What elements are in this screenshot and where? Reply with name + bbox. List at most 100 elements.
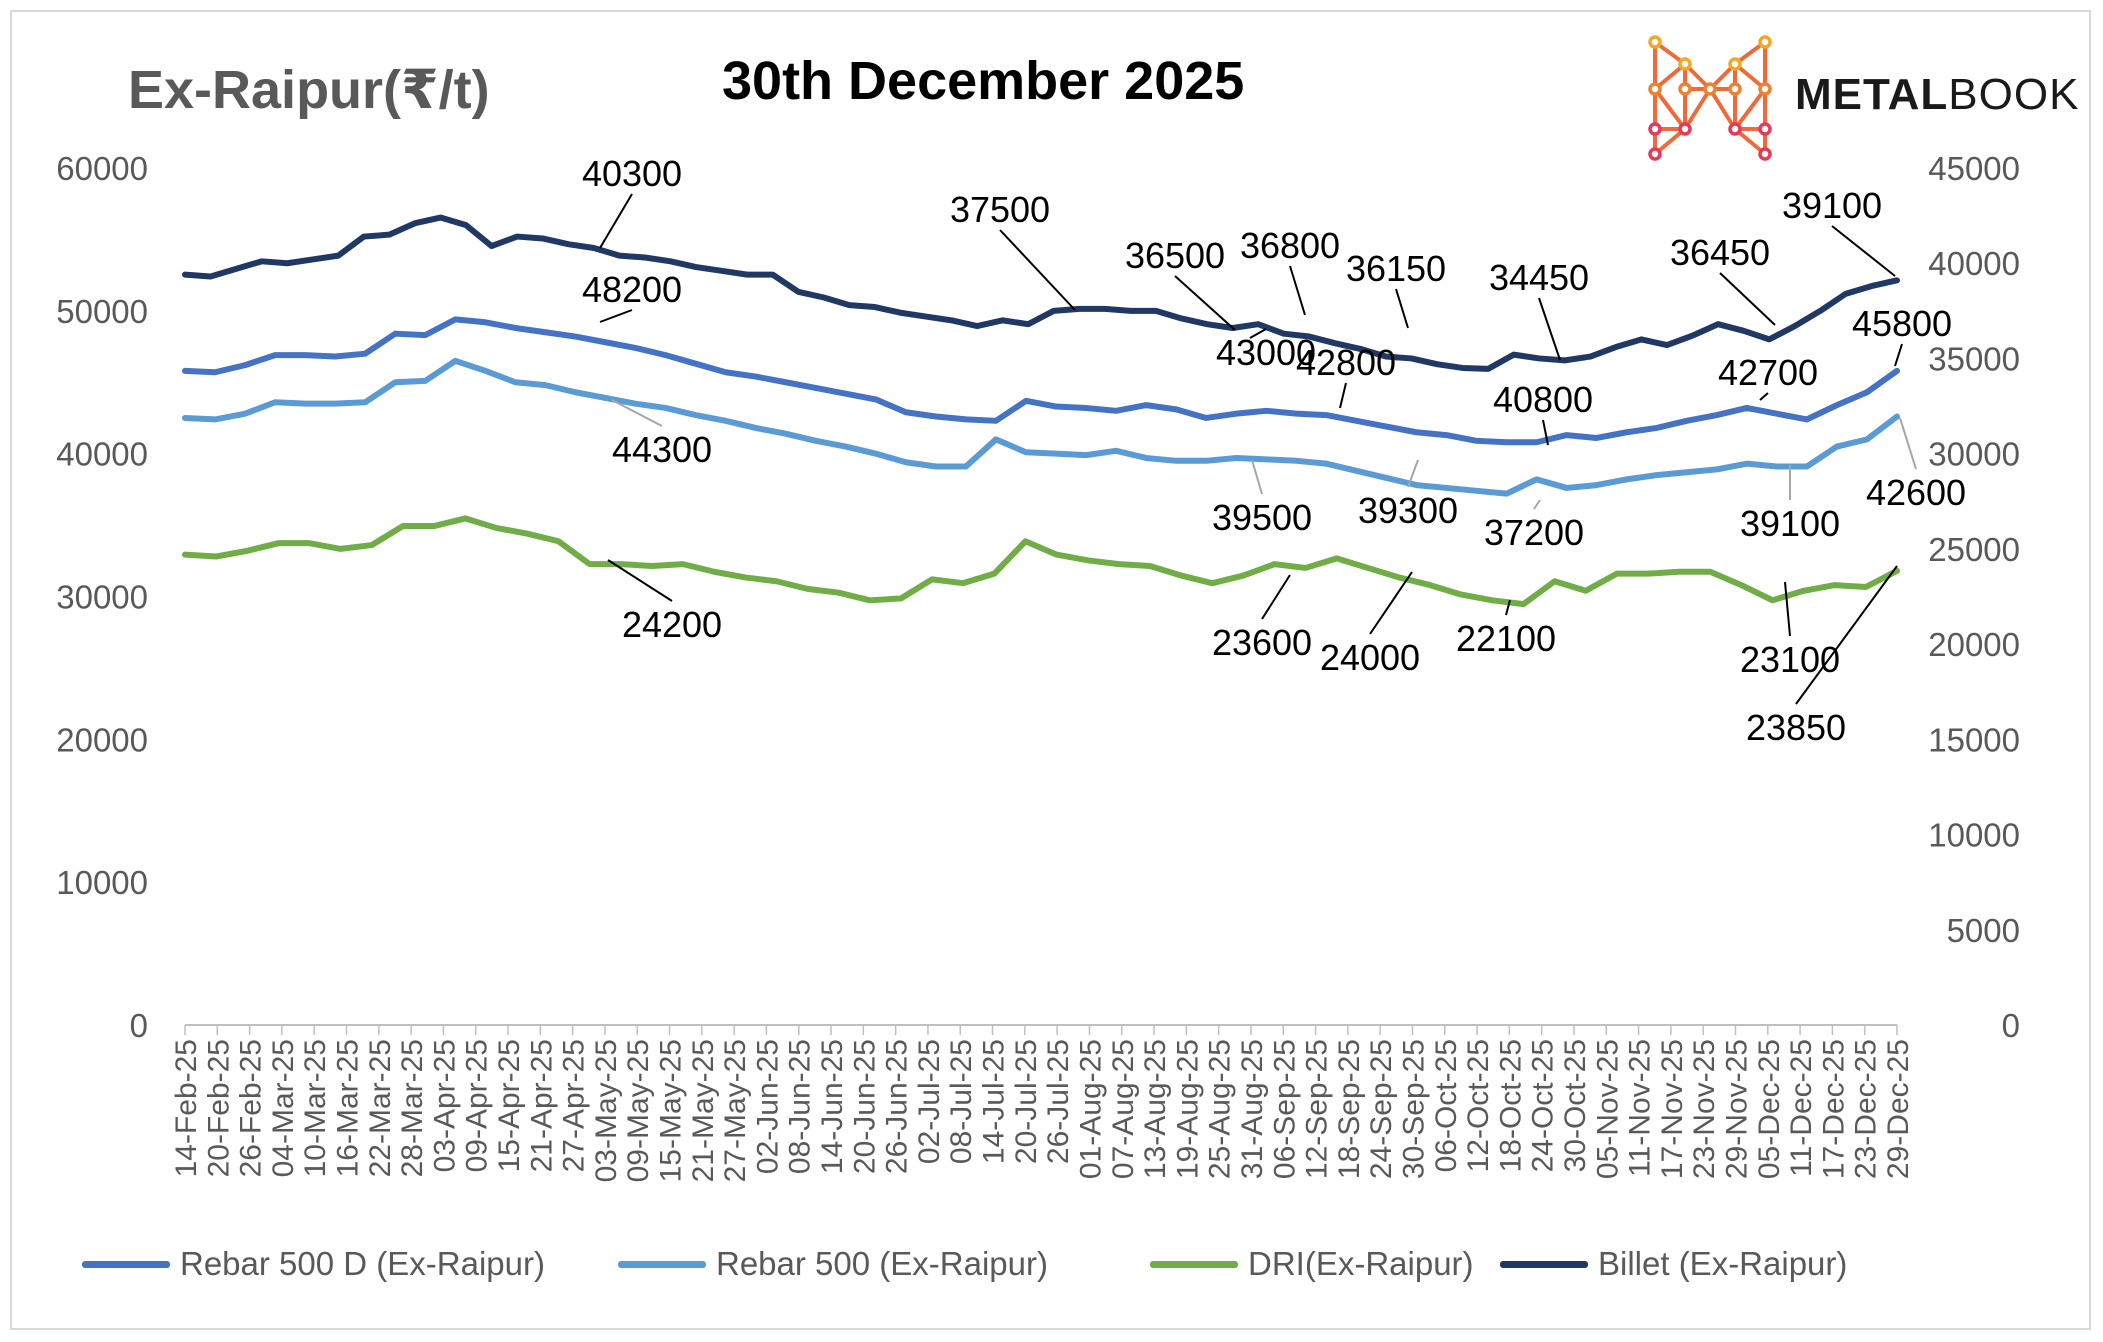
x-tick-label: 16-Mar-25	[332, 1039, 365, 1177]
y-right-tick-label: 35000	[1928, 340, 2020, 377]
x-tick-label: 17-Dec-25	[1817, 1039, 1850, 1179]
legend-label: Rebar 500 D (Ex-Raipur)	[180, 1245, 545, 1282]
y-right-tick-label: 25000	[1928, 531, 2020, 568]
annotation-label: 39100	[1782, 185, 1882, 226]
annotation-label: 36500	[1125, 235, 1225, 276]
y-axis-title: Ex-Raipur(₹/t)	[128, 60, 490, 120]
annotation-leader	[1899, 417, 1917, 470]
x-tick-label: 18-Oct-25	[1494, 1039, 1527, 1172]
annotation-leader	[1538, 297, 1561, 361]
x-tick-label: 29-Dec-25	[1882, 1039, 1915, 1179]
annotation-leader	[599, 309, 633, 323]
y-right-tick-label: 0	[2002, 1007, 2020, 1044]
x-tick-label: 08-Jun-25	[784, 1039, 817, 1174]
annotation-leader	[607, 559, 673, 602]
annotation-leader	[1831, 225, 1896, 277]
x-tick-label: 02-Jun-25	[751, 1039, 784, 1174]
annotation-label: 34450	[1489, 257, 1589, 298]
x-tick-label: 30-Oct-25	[1559, 1039, 1592, 1172]
x-tick-label: 09-May-25	[622, 1039, 655, 1182]
x-tick-label: 02-Jul-25	[913, 1039, 946, 1164]
y-right-tick-label: 40000	[1928, 245, 2020, 282]
x-tick-label: 28-Mar-25	[396, 1039, 429, 1177]
legend-swatch	[618, 1260, 706, 1268]
legend-label: Rebar 500 (Ex-Raipur)	[716, 1245, 1048, 1282]
annotation-label: 44300	[612, 429, 712, 470]
x-tick-label: 20-Jul-25	[1010, 1039, 1043, 1164]
logo-wordmark: METALBOOK	[1795, 70, 2080, 119]
series-line	[182, 515, 1900, 608]
x-tick-label: 21-Apr-25	[525, 1039, 558, 1172]
legend-item-billet: Billet (Ex-Raipur)	[1500, 1245, 1847, 1283]
annotation-label: 36150	[1346, 248, 1446, 289]
x-tick-label: 11-Nov-25	[1624, 1039, 1657, 1177]
series-line	[182, 316, 1900, 446]
y-left-tick-label: 30000	[56, 579, 148, 616]
annotation-leader	[1289, 265, 1306, 316]
legend-item-rebar-500d: Rebar 500 D (Ex-Raipur)	[82, 1245, 545, 1283]
x-tick-label: 04-Mar-25	[267, 1039, 300, 1177]
chart-legend: Rebar 500 D (Ex-Raipur) Rebar 500 (Ex-Ra…	[0, 1245, 2103, 1295]
annotation-label: 23600	[1212, 622, 1312, 663]
x-tick-label: 01-Aug-25	[1074, 1039, 1107, 1179]
annotation-label: 39300	[1358, 490, 1458, 531]
x-tick-label: 14-Feb-25	[170, 1039, 203, 1177]
x-tick-label: 05-Nov-25	[1591, 1039, 1624, 1179]
annotation-leader	[1249, 328, 1267, 339]
annotation-label: 45800	[1852, 303, 1952, 344]
x-tick-label: 23-Nov-25	[1688, 1039, 1721, 1179]
x-tick-label: 23-Dec-25	[1850, 1039, 1883, 1179]
annotation-label: 40300	[582, 153, 682, 194]
x-tick-label: 15-Apr-25	[493, 1039, 526, 1172]
annotation-label: 37500	[950, 189, 1050, 230]
annotation-leader	[1261, 574, 1291, 620]
y-right-tick-label: 5000	[1947, 912, 2020, 949]
x-tick-label: 26-Jun-25	[881, 1039, 914, 1174]
annotation-label: 37200	[1484, 512, 1584, 553]
annotation-leader	[1894, 343, 1903, 367]
x-tick-label: 25-Aug-25	[1204, 1039, 1237, 1179]
legend-swatch	[1150, 1260, 1238, 1268]
chart-frame	[10, 10, 2091, 1330]
annotation-label: 39100	[1740, 503, 1840, 544]
annotation-leader	[1759, 392, 1769, 401]
x-tick-label: 03-Apr-25	[428, 1039, 461, 1172]
annotation-leader	[1339, 382, 1347, 409]
annotation-label: 36800	[1240, 225, 1340, 266]
annotation-label: 36450	[1670, 232, 1770, 273]
annotation-leader	[1407, 459, 1419, 488]
y-left-tick-label: 20000	[56, 721, 148, 758]
annotation-leader	[1174, 275, 1236, 331]
x-tick-label: 24-Sep-25	[1365, 1039, 1398, 1179]
chart-title: 30th December 2025	[722, 51, 1245, 111]
annotation-label: 23850	[1746, 707, 1846, 748]
x-tick-label: 19-Aug-25	[1171, 1039, 1204, 1179]
y-left-tick-label: 40000	[56, 436, 148, 473]
x-tick-label: 12-Sep-25	[1301, 1039, 1334, 1179]
annotation-leader	[1795, 565, 1898, 705]
y-left-tick-label: 10000	[56, 864, 148, 901]
legend-item-dri: DRI(Ex-Raipur)	[1150, 1245, 1474, 1283]
annotation-leader	[1784, 581, 1791, 637]
x-tick-label: 14-Jul-25	[978, 1039, 1011, 1164]
y-right-tick-label: 15000	[1928, 721, 2020, 758]
annotation-leader	[1505, 599, 1511, 616]
x-tick-label: 09-Apr-25	[461, 1039, 494, 1172]
annotation-leader	[1719, 272, 1776, 326]
x-tick-label: 06-Oct-25	[1430, 1039, 1463, 1172]
x-tick-label: 18-Sep-25	[1333, 1039, 1366, 1179]
y-left-tick-label: 0	[130, 1007, 148, 1044]
x-tick-label: 13-Aug-25	[1139, 1039, 1172, 1179]
y-right-tick-label: 45000	[1928, 150, 2020, 187]
annotation-leader	[1251, 459, 1263, 495]
annotation-label: 22100	[1456, 618, 1556, 659]
x-tick-label: 08-Jul-25	[945, 1039, 978, 1164]
x-tick-label: 17-Nov-25	[1656, 1039, 1689, 1179]
annotation-leader	[599, 193, 633, 249]
x-tick-label: 12-Oct-25	[1462, 1039, 1495, 1172]
x-tick-label: 03-May-25	[590, 1039, 623, 1182]
series-line	[182, 214, 1900, 372]
annotation-label: 42800	[1296, 342, 1396, 383]
annotation-leader	[611, 399, 663, 427]
